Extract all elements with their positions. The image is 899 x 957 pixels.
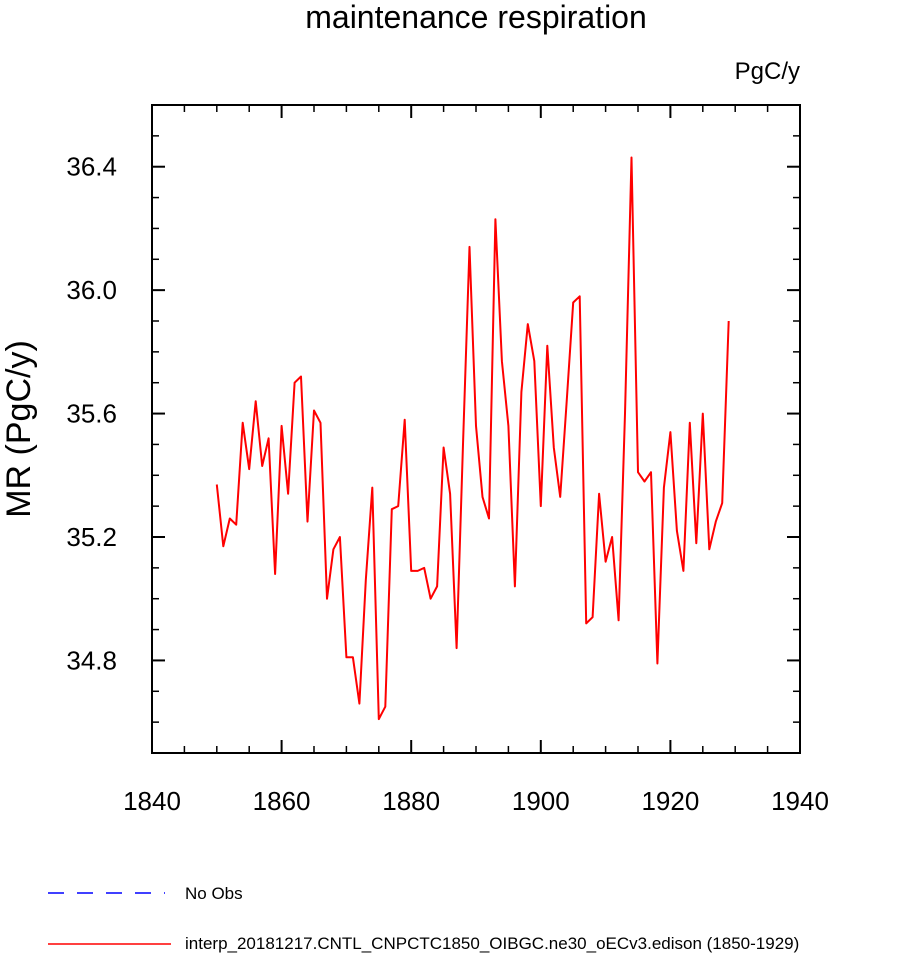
legend: No Obs interp_20181217.CNTL_CNPCTC1850_O… <box>48 884 799 953</box>
x-tick-label: 1840 <box>123 786 181 816</box>
legend-label-model-run: interp_20181217.CNTL_CNPCTC1850_OIBGC.ne… <box>185 934 799 953</box>
axis-tick-labels: 1840 1860 1880 1900 1920 1940 34.8 35.2 35.6 36.0… <box>66 152 829 816</box>
y-tick-label: 35.6 <box>66 399 117 429</box>
chart-title: maintenance respiration <box>305 0 647 35</box>
x-tick-label: 1900 <box>512 786 570 816</box>
series-line-0 <box>215 156 730 721</box>
x-tick-label: 1860 <box>253 786 311 816</box>
y-tick-label: 34.8 <box>66 645 117 675</box>
units-label: PgC/y <box>735 58 800 85</box>
x-tick-label: 1880 <box>382 786 440 816</box>
axis-ticks <box>151 105 801 753</box>
x-tick-label: 1920 <box>641 786 699 816</box>
y-axis-label: MR (PgC/y) <box>0 340 38 518</box>
x-tick-label: 1940 <box>771 786 829 816</box>
y-tick-label: 35.2 <box>66 522 117 552</box>
plot-frame <box>151 104 801 754</box>
y-tick-label: 36.4 <box>66 152 117 182</box>
y-tick-label: 36.0 <box>66 275 117 305</box>
legend-label-no-obs: No Obs <box>185 884 243 903</box>
series-layer <box>215 156 730 721</box>
